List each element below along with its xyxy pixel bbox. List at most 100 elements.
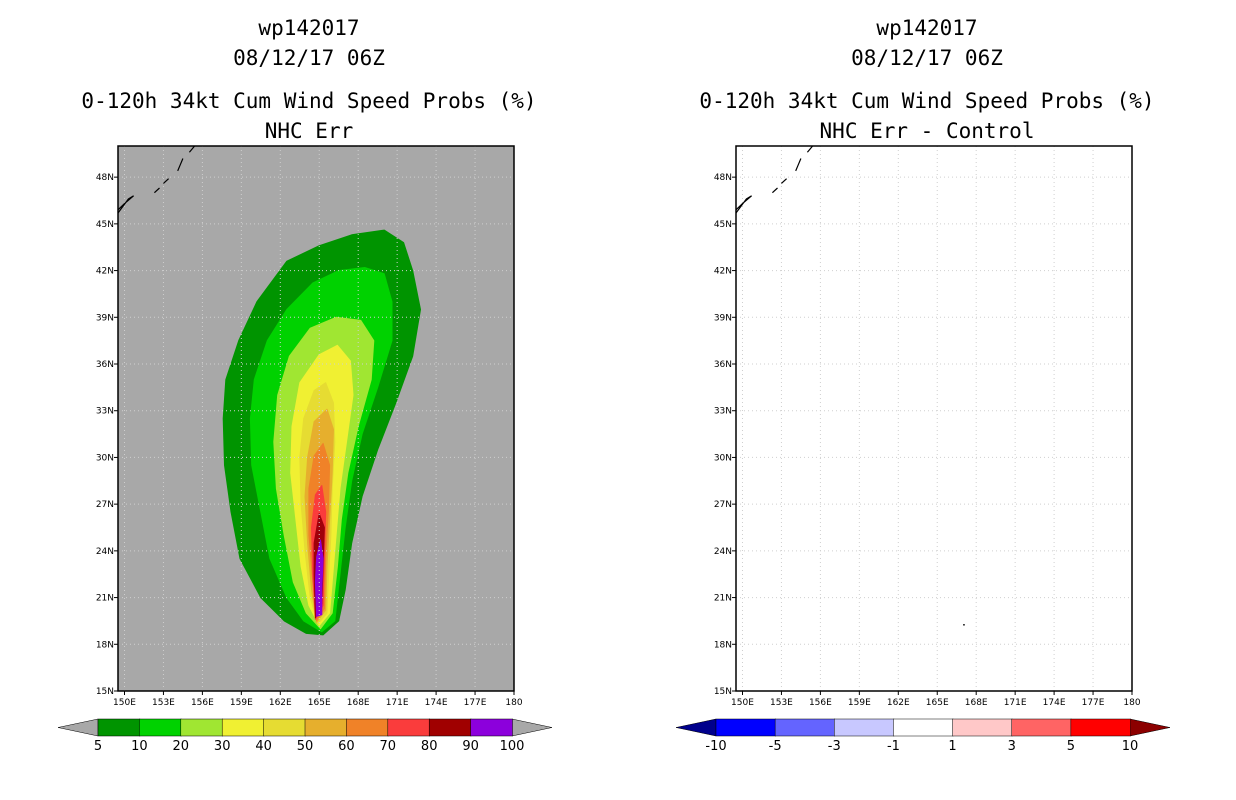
colorbar-swatch	[1070, 718, 1131, 737]
colorbar-swatch	[263, 718, 306, 737]
colorbar-label: 3	[1008, 739, 1016, 754]
y-tick-label: 24N	[714, 547, 732, 557]
x-tick-label: 153E	[152, 698, 175, 708]
storm-id-title: wp142017	[258, 16, 360, 40]
x-tick-label: 162E	[269, 698, 292, 708]
colorbar-label: -10	[705, 739, 726, 754]
y-tick-label: 45N	[96, 220, 114, 230]
colorbar-under-arrow	[57, 718, 99, 737]
colorbar-swatch	[387, 718, 430, 737]
coastline	[795, 158, 802, 172]
y-tick-label: 45N	[714, 220, 732, 230]
x-tick-label: 171E	[386, 698, 409, 708]
x-tick-label: 165E	[308, 698, 331, 708]
colorbar-swatch	[97, 718, 141, 737]
product-title: 0-120h 34kt Cum Wind Speed Probs (%)	[699, 89, 1155, 113]
colorbar-swatch	[893, 718, 954, 737]
colorbar-swatch	[139, 718, 182, 737]
x-tick-label: 177E	[1082, 698, 1105, 708]
colorbar-swatch	[834, 718, 895, 737]
colorbar-label: 60	[338, 739, 355, 754]
y-tick-label: 42N	[714, 267, 732, 277]
colorbar-under-arrow	[675, 718, 717, 737]
y-tick-label: 36N	[714, 360, 732, 370]
colorbar-label: 80	[421, 739, 438, 754]
x-tick-label: 156E	[809, 698, 832, 708]
colorbar-label: 100	[500, 739, 525, 754]
x-tick-label: 177E	[464, 698, 487, 708]
colorbar-label: 5	[94, 739, 102, 754]
y-tick-label: 42N	[96, 267, 114, 277]
x-tick-label: 174E	[425, 698, 448, 708]
map-frame	[117, 145, 515, 692]
colorbar-swatch	[715, 718, 776, 737]
coastline	[188, 145, 196, 153]
colorbar-label: 30	[214, 739, 231, 754]
colorbar-swatch	[428, 718, 472, 737]
colorbar-swatch	[1011, 718, 1072, 737]
colorbar-label: 10	[131, 739, 148, 754]
diff-point	[963, 624, 965, 626]
x-tick-label: 174E	[1043, 698, 1066, 708]
coastline	[117, 195, 134, 214]
colorbar-swatch	[952, 718, 1013, 737]
y-tick-label: 21N	[714, 594, 732, 604]
colorbar-label: 5	[1067, 739, 1075, 754]
coastline	[806, 145, 814, 153]
map-frame	[735, 145, 1133, 692]
y-tick-label: 39N	[96, 313, 114, 323]
x-tick-label: 180	[505, 698, 522, 708]
x-tick-label: 162E	[887, 698, 910, 708]
colorbar-swatch	[346, 718, 389, 737]
colorbar-label: 10	[1122, 739, 1139, 754]
x-tick-label: 165E	[926, 698, 949, 708]
colorbar-over-arrow	[1129, 718, 1171, 737]
coastline	[162, 178, 170, 184]
colorbar-label: -5	[769, 739, 782, 754]
colorbar-label: -3	[828, 739, 841, 754]
x-tick-label: 150E	[113, 698, 136, 708]
subtitle: NHC Err	[264, 119, 354, 143]
date-title: 08/12/17 06Z	[851, 46, 1003, 70]
coastline	[780, 178, 788, 184]
y-tick-label: 30N	[714, 453, 732, 463]
y-tick-label: 33N	[714, 407, 732, 417]
chart-nhc-err: 15N 18N 21N 24N 27N 30N 33N 36N 39N 42N 45N 48N 150E…	[57, 145, 553, 754]
x-tick-label: 171E	[1004, 698, 1027, 708]
y-tick-label: 39N	[714, 313, 732, 323]
coastline	[735, 195, 752, 214]
panel-nhc-err-control: wp142017 08/12/17 06Z 0-120h 34kt Cum Wi…	[618, 0, 1236, 800]
x-tick-label: 159E	[848, 698, 871, 708]
colorbar-swatch	[774, 718, 836, 737]
coastline	[771, 187, 778, 194]
colorbar-swatch	[304, 718, 348, 737]
colorbar-label: 70	[380, 739, 397, 754]
y-tick-label: 15N	[714, 687, 732, 697]
y-tick-label: 15N	[96, 687, 114, 697]
y-tick-label: 36N	[96, 360, 114, 370]
colorbar-swatch	[470, 718, 513, 737]
x-tick-label: 153E	[770, 698, 793, 708]
y-tick-label: 24N	[96, 547, 114, 557]
colorbar-swatch	[180, 718, 223, 737]
y-tick-label: 30N	[96, 453, 114, 463]
x-tick-label: 180	[1123, 698, 1140, 708]
y-tick-label: 33N	[96, 407, 114, 417]
x-tick-label: 159E	[230, 698, 253, 708]
y-tick-label: 48N	[96, 173, 114, 183]
colorbar-label: 90	[462, 739, 479, 754]
map-background	[736, 146, 1132, 691]
product-title: 0-120h 34kt Cum Wind Speed Probs (%)	[81, 89, 537, 113]
coastline	[153, 187, 160, 194]
chart-nhc-err-control: 15N 18N 21N 24N 27N 30N 33N 36N 39N 42N 45N 48N 150E…	[675, 145, 1171, 754]
colorbar-label: 1	[948, 739, 956, 754]
subtitle: NHC Err - Control	[819, 119, 1035, 143]
storm-id-title: wp142017	[876, 16, 978, 40]
coastline	[177, 158, 184, 172]
y-tick-label: 18N	[96, 640, 114, 650]
colorbar-label: 50	[297, 739, 314, 754]
x-tick-label: 168E	[965, 698, 988, 708]
colorbar-swatch	[221, 718, 265, 737]
colorbar-label: 20	[173, 739, 190, 754]
x-tick-label: 156E	[191, 698, 214, 708]
